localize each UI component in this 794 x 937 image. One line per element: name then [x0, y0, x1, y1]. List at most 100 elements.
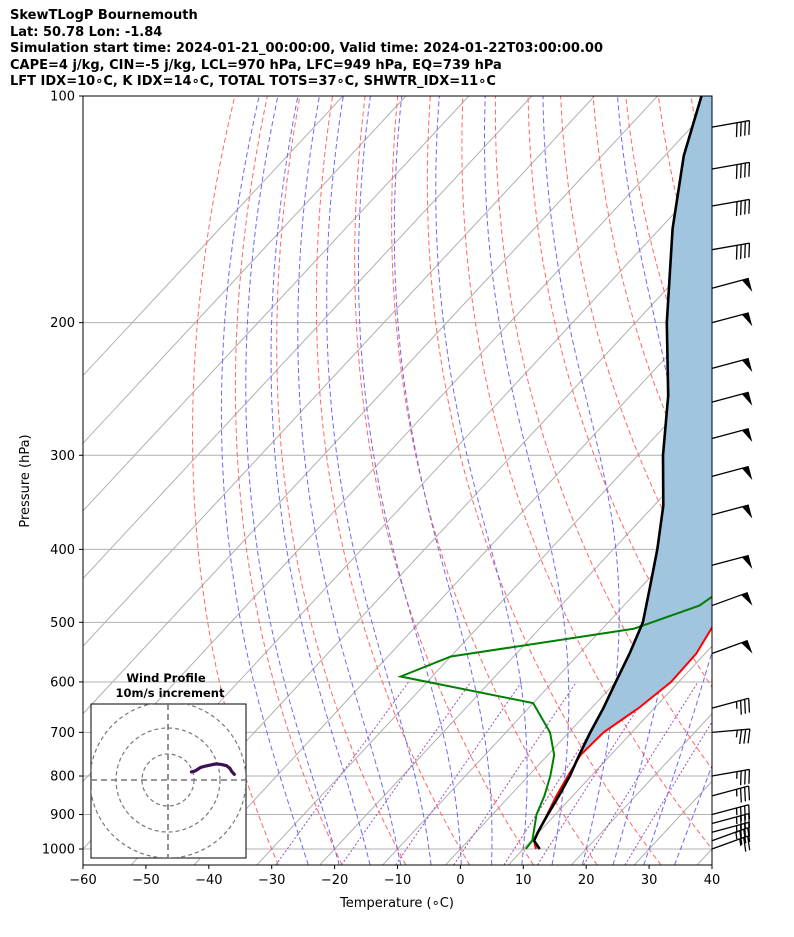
y-tick-label: 1000	[42, 843, 75, 858]
barb-full	[739, 244, 742, 259]
mixing-ratio-line	[275, 681, 410, 865]
wind-barb	[711, 697, 751, 715]
x-tick-label: 20	[578, 873, 595, 888]
moist-adiabat	[484, 96, 570, 865]
dry-adiabat	[354, 96, 534, 865]
barb-staff	[711, 554, 749, 566]
barb-full	[748, 785, 751, 801]
barb-full	[739, 122, 742, 137]
x-tick-label: −30	[258, 873, 285, 888]
inset-subtitle: 10m/s increment	[116, 686, 225, 700]
mixing-ratio-line	[536, 681, 656, 865]
x-tick-label: −20	[321, 873, 348, 888]
barb-full	[743, 729, 747, 744]
dry-adiabats	[191, 96, 794, 865]
y-tick-label: 200	[50, 316, 75, 331]
indices-line-2: LFT IDX=10∘C, K IDX=14∘C, TOTAL TOTS=37∘…	[10, 74, 496, 89]
barb-full	[748, 698, 751, 713]
barb-full	[747, 728, 751, 744]
barb-full	[748, 199, 751, 214]
hodograph-plot	[91, 704, 246, 858]
barb-half	[735, 730, 738, 738]
profile-lines	[397, 96, 712, 850]
wind-barb	[711, 198, 751, 216]
barb-full	[739, 200, 742, 216]
barb-staff	[711, 804, 749, 816]
barb-staff	[711, 465, 749, 478]
barb-full	[744, 770, 746, 785]
wind-barb	[711, 465, 753, 481]
y-tick-label: 800	[50, 770, 75, 785]
indices-line-1: CAPE=4 j/kg, CIN=-5 j/kg, LCL=970 hPa, L…	[10, 57, 502, 73]
hodograph-inset: Wind Profile 10m/s increment	[90, 671, 247, 859]
barb-staff	[711, 813, 749, 825]
barb-full	[744, 121, 746, 136]
barb-full	[735, 122, 738, 138]
hodograph-trace	[189, 762, 236, 776]
barb-full	[735, 201, 738, 216]
barb-flag	[741, 428, 753, 443]
mixing-ratio-line	[583, 681, 699, 865]
barb-full	[744, 163, 746, 178]
barb-staff	[711, 835, 748, 850]
x-tick-label: −50	[132, 873, 159, 888]
barb-half	[735, 831, 738, 840]
y-tick-label: 500	[50, 616, 75, 631]
isotherm-line	[83, 96, 658, 715]
barb-flag	[741, 278, 753, 292]
moist-adiabat	[674, 764, 712, 865]
wind-barb	[711, 161, 751, 179]
moist-adiabat	[542, 96, 620, 865]
dry-adiabat	[461, 96, 712, 850]
wind-barb	[711, 277, 753, 292]
barb-staff	[711, 161, 750, 170]
barb-staff	[711, 504, 749, 516]
barb-full	[743, 699, 747, 714]
moist-adiabat	[358, 96, 462, 865]
barb-flag	[741, 505, 753, 519]
chart-header: SkewTLogP Bournemouth Lat: 50.78 Lon: -1…	[10, 8, 603, 91]
barb-staff	[711, 312, 749, 324]
dry-adiabat	[426, 96, 662, 865]
wind-barb	[711, 639, 753, 655]
barb-flag	[741, 466, 753, 481]
isotherm-line	[633, 780, 712, 865]
barb-full	[743, 837, 747, 852]
axes: −60 −50 −40 −30 −20 −10 0 10 20 30 40 1000 900 800 700…	[42, 90, 720, 889]
wind-barb	[711, 357, 753, 373]
moist-adiabat	[297, 96, 402, 865]
time-line: Simulation start time: 2024-01-21_00:00:…	[10, 41, 603, 56]
barb-staff	[711, 821, 749, 833]
dry-adiabat	[789, 96, 794, 865]
isotherm-line	[570, 712, 712, 865]
barb-staff	[711, 728, 750, 734]
y-tick-label: 100	[50, 90, 75, 105]
barb-full	[744, 200, 746, 215]
barb-full	[739, 729, 743, 745]
barb-full	[739, 806, 742, 822]
barb-flag	[741, 392, 753, 406]
barb-staff	[711, 277, 749, 289]
isotherm-line	[83, 96, 470, 512]
barb-staff	[711, 697, 749, 709]
barb-staff	[711, 119, 750, 128]
x-tick-label: 10	[515, 873, 532, 888]
barb-staff	[711, 391, 749, 403]
barb-full	[748, 162, 751, 177]
isotherm-line	[130, 239, 712, 865]
barb-full	[748, 243, 751, 258]
dry-adiabat	[756, 96, 794, 865]
wind-barb	[711, 785, 751, 803]
dry-adiabat	[391, 96, 598, 865]
dry-adiabat	[315, 96, 471, 865]
y-tick-label: 900	[50, 808, 75, 823]
wind-barb	[711, 728, 751, 745]
isotherm-line	[382, 510, 712, 865]
y-tick-label: 600	[50, 675, 75, 690]
location-line: Lat: 50.78 Lon: -1.84	[10, 24, 163, 40]
x-tick-label: 0	[456, 873, 464, 888]
barb-full	[744, 243, 746, 259]
inset-title: Wind Profile	[126, 671, 206, 685]
barb-staff	[711, 198, 750, 207]
isotherm-line	[83, 96, 533, 580]
